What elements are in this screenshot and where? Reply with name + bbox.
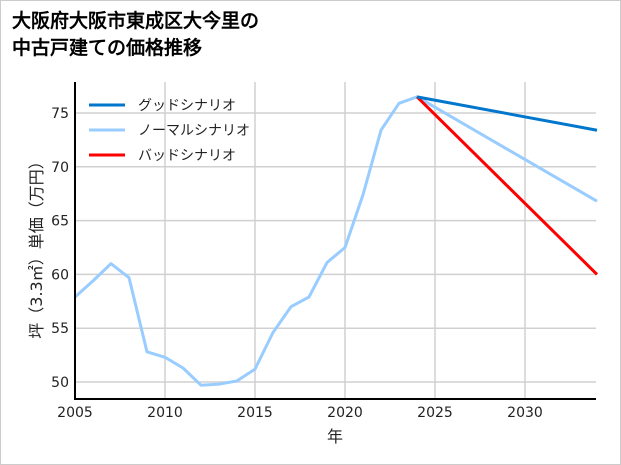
y-tick-label: 55 — [51, 321, 69, 337]
y-tick-label: 75 — [51, 106, 69, 122]
x-tick-label: 2010 — [147, 405, 183, 421]
y-axis-label: 坪（3.3㎡）単価（万円） — [27, 153, 46, 338]
legend-label: バッドシナリオ — [138, 148, 236, 164]
x-tick-label: 2015 — [237, 405, 273, 421]
legend-label: グッドシナリオ — [138, 98, 236, 114]
tick-labels: 2005 2010 2015 2020 2025 2030 50 55 60 65 70 75 — [51, 106, 543, 421]
series-line-1 — [73, 95, 598, 387]
x-tick-label: 2020 — [327, 405, 363, 421]
x-tick-label: 2005 — [57, 405, 93, 421]
series-line-0 — [416, 95, 598, 132]
legend-label: ノーマルシナリオ — [138, 123, 250, 139]
y-tick-label: 70 — [51, 160, 69, 176]
y-tick-label: 60 — [51, 267, 69, 283]
x-tick-label: 2030 — [507, 405, 543, 421]
chart-title: 大阪府大阪市東成区大今里の 中古戸建ての価格推移 — [12, 10, 260, 59]
y-tick-label: 50 — [51, 375, 69, 391]
axes — [74, 82, 596, 400]
series-line-2 — [415, 95, 599, 276]
x-tick-label: 2025 — [417, 405, 453, 421]
x-axis-label: 年 — [327, 427, 343, 446]
y-tick-label: 65 — [51, 214, 69, 230]
series-lines — [73, 95, 599, 387]
